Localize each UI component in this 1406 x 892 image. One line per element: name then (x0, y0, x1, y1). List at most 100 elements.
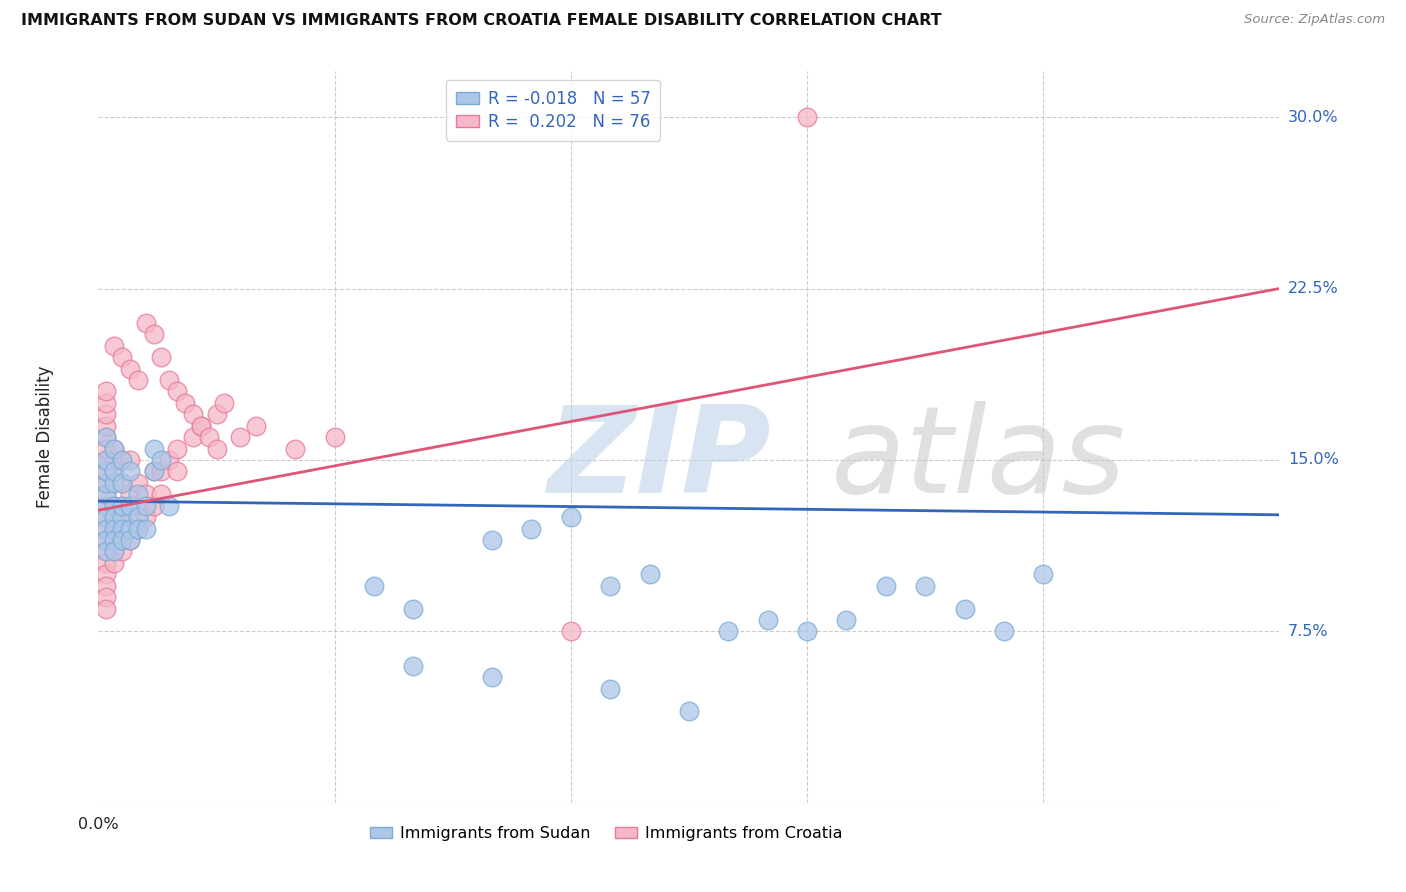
Point (111, 533, 134, 547)
Point (599, 681, 621, 696)
Point (150, 487, 173, 501)
Point (127, 510, 149, 524)
Point (118, 487, 141, 501)
Point (96, 533, 118, 547)
Point (520, 521, 543, 535)
Point (181, 407, 204, 421)
Point (678, 705, 700, 719)
Point (103, 544, 125, 558)
Point (229, 430, 252, 444)
Point (111, 475, 134, 490)
Point (402, 658, 425, 673)
Point (166, 464, 188, 478)
Point (96, 453, 118, 467)
Point (127, 487, 149, 501)
Point (96, 464, 118, 478)
Point (96, 510, 118, 524)
Point (96, 510, 118, 524)
Point (174, 396, 197, 410)
Point (103, 510, 125, 524)
Point (103, 464, 125, 478)
Point (835, 613, 858, 627)
Point (796, 624, 818, 639)
Point (118, 521, 141, 535)
Point (103, 499, 125, 513)
Point (205, 407, 228, 421)
Point (197, 430, 219, 444)
Point (166, 442, 188, 456)
Point (402, 601, 425, 615)
Point (96, 475, 118, 490)
Text: Female Disability: Female Disability (37, 366, 55, 508)
Point (717, 624, 740, 639)
Point (118, 453, 141, 467)
Point (953, 601, 976, 615)
Point (599, 579, 621, 593)
Point (103, 464, 125, 478)
Point (481, 533, 503, 547)
Point (135, 487, 157, 501)
Text: 22.5%: 22.5% (1288, 281, 1339, 296)
Point (96, 464, 118, 478)
Point (914, 579, 936, 593)
Point (875, 579, 897, 593)
Point (96, 521, 118, 535)
Point (135, 521, 157, 535)
Point (993, 624, 1015, 639)
Point (96, 499, 118, 513)
Point (796, 110, 818, 124)
Point (190, 418, 212, 433)
Point (103, 442, 125, 456)
Point (96, 579, 118, 593)
Point (96, 430, 118, 444)
Point (756, 613, 779, 627)
Point (96, 544, 118, 558)
Point (96, 556, 118, 570)
Point (135, 510, 157, 524)
Point (111, 533, 134, 547)
Point (323, 430, 346, 444)
Point (118, 361, 141, 376)
Point (103, 442, 125, 456)
Point (127, 521, 149, 535)
Point (111, 499, 134, 513)
Point (103, 521, 125, 535)
Point (363, 579, 385, 593)
Point (103, 510, 125, 524)
Point (142, 327, 165, 342)
Point (103, 453, 125, 467)
Point (96, 487, 118, 501)
Point (96, 601, 118, 615)
Point (96, 475, 118, 490)
Point (150, 350, 173, 364)
Point (96, 521, 118, 535)
Point (127, 475, 149, 490)
Point (103, 544, 125, 558)
Point (245, 418, 267, 433)
Point (111, 350, 134, 364)
Text: 0.0%: 0.0% (79, 817, 118, 832)
Point (111, 453, 134, 467)
Point (103, 499, 125, 513)
Point (127, 521, 149, 535)
Point (96, 567, 118, 582)
Point (96, 418, 118, 433)
Point (142, 464, 165, 478)
Point (157, 499, 180, 513)
Point (118, 510, 141, 524)
Point (103, 533, 125, 547)
Point (1032, 567, 1054, 582)
Point (560, 510, 582, 524)
Point (205, 442, 228, 456)
Point (118, 533, 141, 547)
Point (103, 338, 125, 352)
Point (96, 590, 118, 604)
Point (157, 453, 180, 467)
Point (118, 499, 141, 513)
Point (142, 499, 165, 513)
Point (135, 316, 157, 330)
Point (190, 418, 212, 433)
Point (111, 521, 134, 535)
Point (118, 533, 141, 547)
Point (560, 624, 582, 639)
